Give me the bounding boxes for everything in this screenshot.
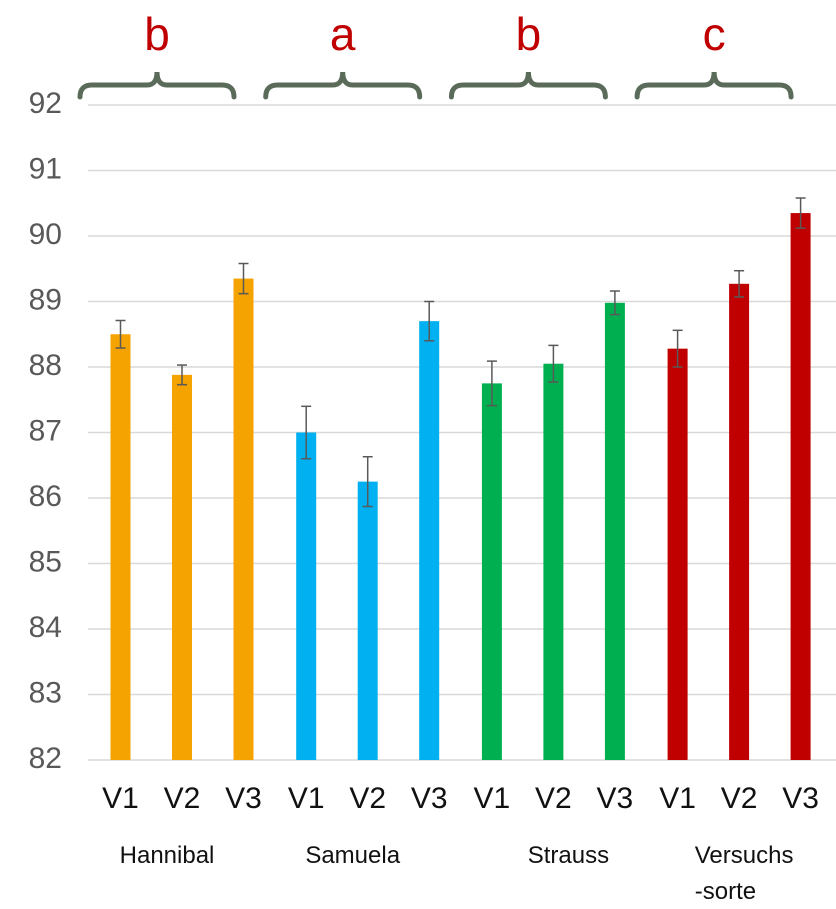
bar bbox=[357, 481, 378, 760]
group-label: Versuchs -sorte bbox=[694, 842, 794, 905]
y-tick-label: 85 bbox=[29, 545, 62, 578]
bar bbox=[790, 213, 811, 760]
x-tick-label: V2 bbox=[349, 782, 386, 815]
group-letter: c bbox=[703, 8, 726, 60]
brace bbox=[448, 71, 608, 100]
bar bbox=[296, 432, 317, 760]
bar bbox=[172, 374, 192, 760]
group-label: Strauss bbox=[527, 842, 610, 869]
x-tick-label: V2 bbox=[164, 782, 201, 815]
bar bbox=[729, 283, 750, 760]
bar bbox=[604, 302, 625, 760]
group-label: Samuela bbox=[305, 842, 401, 869]
y-tick-label: 82 bbox=[29, 742, 62, 775]
x-tick-label: V3 bbox=[225, 782, 262, 815]
y-tick-label: 92 bbox=[29, 87, 62, 120]
y-tick-label: 86 bbox=[29, 480, 62, 513]
group-letter: b bbox=[144, 8, 170, 60]
x-tick-label: V3 bbox=[782, 782, 819, 815]
y-tick-label: 91 bbox=[29, 152, 62, 185]
x-tick-label: V1 bbox=[474, 782, 511, 815]
bar bbox=[481, 383, 502, 760]
y-tick-label: 83 bbox=[29, 676, 62, 709]
y-tick-label: 87 bbox=[29, 414, 62, 447]
x-tick-label: V2 bbox=[721, 782, 758, 815]
x-tick-label: V1 bbox=[659, 782, 696, 815]
brace bbox=[77, 71, 237, 100]
bar bbox=[110, 334, 131, 760]
y-tick-label: 90 bbox=[29, 218, 62, 251]
y-tick-label: 84 bbox=[29, 611, 62, 644]
brace bbox=[634, 71, 794, 100]
bar bbox=[543, 363, 564, 760]
y-tick-label: 89 bbox=[29, 283, 62, 316]
bar bbox=[233, 278, 254, 760]
group-letter: a bbox=[330, 8, 356, 60]
x-tick-label: V1 bbox=[102, 782, 139, 815]
group-letter: b bbox=[516, 8, 542, 60]
x-tick-label: V3 bbox=[597, 782, 634, 815]
y-tick-label: 88 bbox=[29, 349, 62, 382]
x-tick-label: V3 bbox=[411, 782, 448, 815]
x-tick-label: V1 bbox=[288, 782, 325, 815]
bar bbox=[667, 348, 688, 760]
bar bbox=[419, 321, 440, 760]
x-tick-label: V2 bbox=[535, 782, 572, 815]
brace bbox=[263, 71, 423, 100]
group-label: Hannibal bbox=[119, 842, 215, 869]
